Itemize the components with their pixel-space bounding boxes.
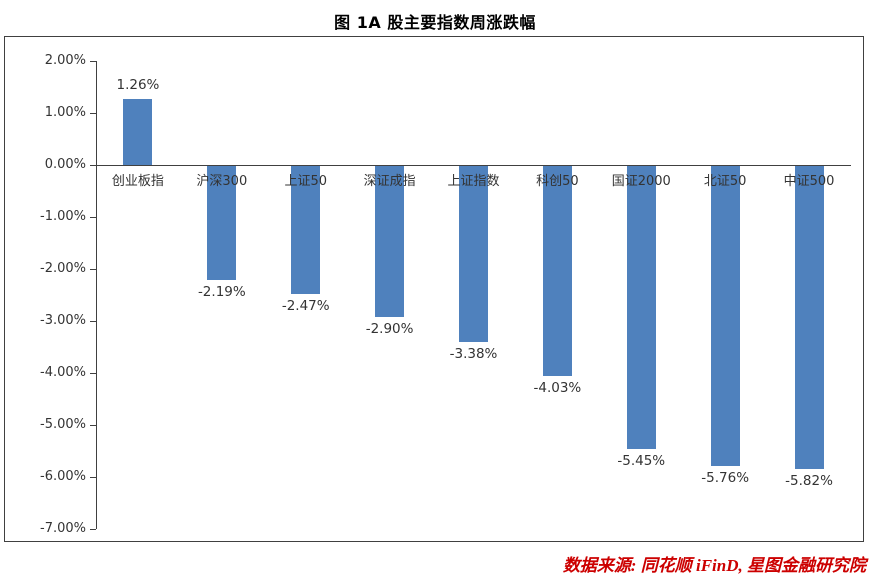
category-label: 国证2000 [611,174,671,189]
category-label: 上证50 [284,174,327,189]
category-label: 北证50 [703,174,747,189]
chart-title: 图 1A 股主要指数周涨跌幅 [334,13,536,32]
bar [459,166,488,342]
y-tick-label: -2.00% [40,261,86,276]
category-label: 上证指数 [447,174,500,189]
bar-value-label: -2.19% [197,283,246,300]
bar-value-label: 1.26% [116,77,160,94]
zero-baseline [96,165,851,166]
y-tick-mark [90,113,96,114]
bar-value-label: -4.03% [533,379,582,396]
bar [375,166,405,317]
bar-value-label: -5.82% [785,472,833,489]
category-label: 中证500 [783,174,835,189]
bar-value-label: -5.76% [701,469,750,486]
bar-value-label: -2.47% [281,298,330,315]
y-tick-label: -6.00% [40,469,86,484]
y-tick-label: -1.00% [40,209,86,224]
y-tick-mark [90,373,96,374]
bar [794,166,824,469]
bar-value-label: -5.45% [617,453,666,470]
category-label: 深证成指 [363,174,416,189]
y-tick-mark [90,529,96,530]
y-tick-label: 1.00% [44,105,86,120]
y-tick-label: 2.00% [44,53,86,68]
bar [710,166,740,466]
y-tick-label: -7.00% [40,521,86,536]
bar [542,166,572,376]
data-source-note: 数据来源: 同花顺 iFinD, 星图金融研究院 [562,556,866,575]
y-tick-label: -3.00% [40,313,86,328]
y-tick-label: -5.00% [40,417,86,432]
bar-value-label: -2.90% [365,320,414,337]
category-label: 创业板指 [111,174,164,189]
bar [207,166,237,280]
y-tick-mark [90,165,96,166]
bar [291,166,321,295]
y-axis-line [96,61,97,529]
y-tick-mark [90,61,96,62]
y-tick-mark [90,217,96,218]
y-tick-mark [90,425,96,426]
y-tick-mark [90,269,96,270]
plot-area: 2.00% 1.00% 0.00% -1.00% -2.00% -3.00% -4.00% -… [4,36,864,542]
category-label: 科创50 [536,174,579,189]
category-label: 沪深300 [196,174,248,189]
bar [123,99,153,165]
bar [626,166,656,450]
bar-value-label: -3.38% [449,345,498,362]
y-tick-label: 0.00% [44,157,86,172]
y-tick-label: -4.00% [40,365,86,380]
y-tick-mark [90,477,96,478]
y-tick-mark [90,321,96,322]
